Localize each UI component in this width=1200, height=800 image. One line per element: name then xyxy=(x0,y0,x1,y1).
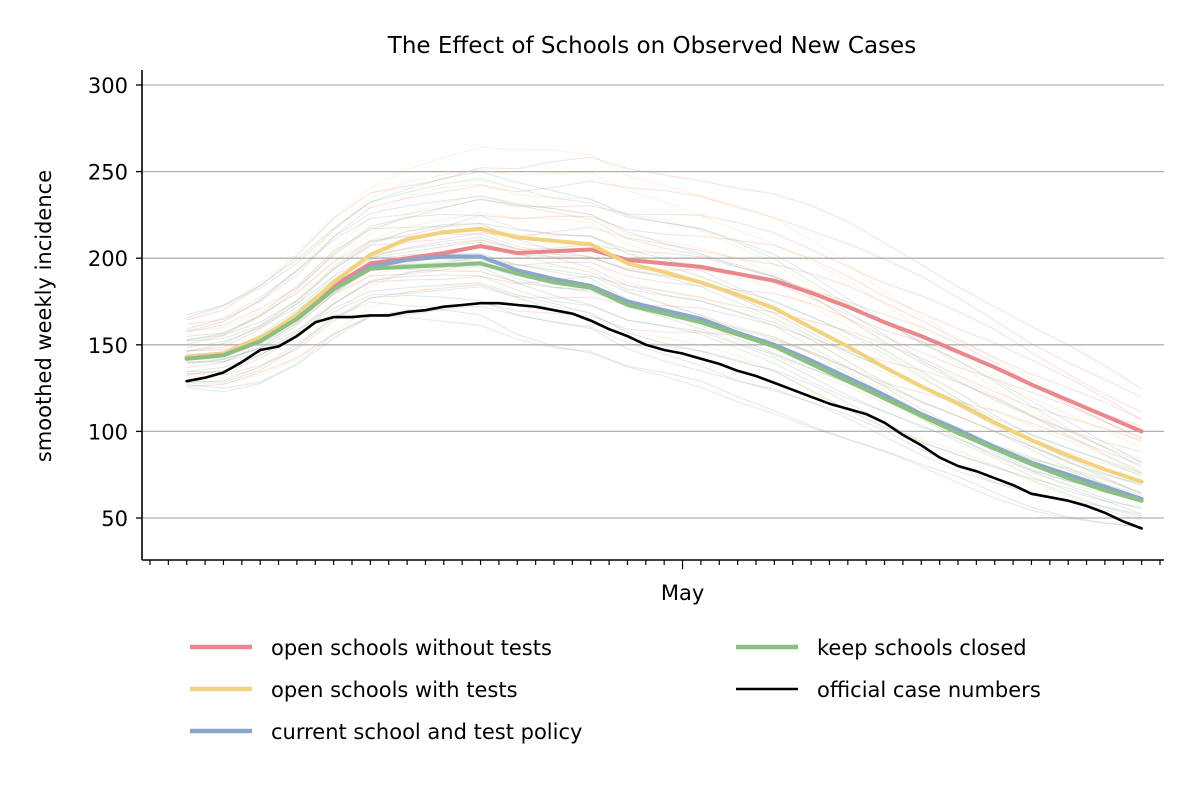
run-line-1-8 xyxy=(186,183,1142,460)
y-tick-label-300: 300 xyxy=(88,74,128,98)
run-line-1-9 xyxy=(186,169,1142,448)
y-tick-label-150: 150 xyxy=(88,334,128,358)
series-line-open-schools-without-tests xyxy=(184,244,1144,434)
run-line-2-2 xyxy=(186,282,1142,515)
run-line-1-10 xyxy=(186,146,1142,444)
legend: open schools without tests open schools w… xyxy=(190,636,1041,744)
y-tick-label-200: 200 xyxy=(88,247,128,271)
run-line-0-6 xyxy=(186,226,1142,421)
run-line-2-0 xyxy=(186,309,1142,529)
run-line-1-0 xyxy=(186,284,1142,515)
run-line-2-10 xyxy=(186,171,1142,463)
run-line-2-9 xyxy=(186,195,1142,468)
run-line-1-7 xyxy=(186,194,1142,472)
run-line-1-6 xyxy=(186,212,1142,474)
run-line-3-2 xyxy=(186,286,1142,519)
legend-label-4: official case numbers xyxy=(817,678,1041,702)
y-tick-label-100: 100 xyxy=(88,420,128,444)
run-line-0-2 xyxy=(186,275,1142,442)
x-tick-label: May xyxy=(661,581,704,605)
series-line-keep-schools-closed xyxy=(184,261,1144,503)
series-lines xyxy=(184,226,1144,530)
run-line-0-3 xyxy=(186,260,1142,440)
scenario-runs xyxy=(186,146,1142,529)
series-line-open-schools-with-tests xyxy=(184,226,1144,484)
run-line-3-10 xyxy=(186,178,1142,463)
legend-label-0: open schools without tests xyxy=(271,636,552,660)
run-line-2-1 xyxy=(186,294,1142,517)
run-line-3-1 xyxy=(186,301,1142,521)
run-line-3-0 xyxy=(186,314,1142,528)
legend-label-2: current school and test policy xyxy=(271,720,582,744)
x-tick-labels: May xyxy=(661,581,704,605)
series-line-official-case-numbers xyxy=(185,301,1143,530)
run-line-3-3 xyxy=(186,274,1142,508)
run-line-2-6 xyxy=(186,236,1142,495)
run-line-0-8 xyxy=(186,198,1142,413)
y-tick-labels: 50 100 150 200 250 300 xyxy=(88,74,142,531)
legend-label-1: open schools with tests xyxy=(271,678,518,702)
run-line-0-0 xyxy=(186,301,1142,466)
run-line-2-8 xyxy=(186,213,1142,474)
run-line-0-9 xyxy=(186,180,1142,398)
run-line-0-1 xyxy=(186,284,1142,453)
run-line-1-3 xyxy=(186,239,1142,493)
axes xyxy=(141,70,1164,569)
y-axis-label: smoothed weekly incidence xyxy=(32,170,56,462)
legend-label-3: keep schools closed xyxy=(817,636,1027,660)
y-tick-label-50: 50 xyxy=(101,507,128,531)
chart-title: The Effect of Schools on Observed New Ca… xyxy=(387,33,916,59)
run-line-0-7 xyxy=(186,214,1142,420)
run-line-3-7 xyxy=(186,233,1142,485)
y-tick-label-250: 250 xyxy=(88,161,128,185)
run-line-3-9 xyxy=(186,198,1142,473)
run-line-2-3 xyxy=(186,266,1142,510)
run-line-0-5 xyxy=(186,239,1142,427)
run-line-0-10 xyxy=(186,156,1142,390)
grid-lines xyxy=(142,84,1164,519)
